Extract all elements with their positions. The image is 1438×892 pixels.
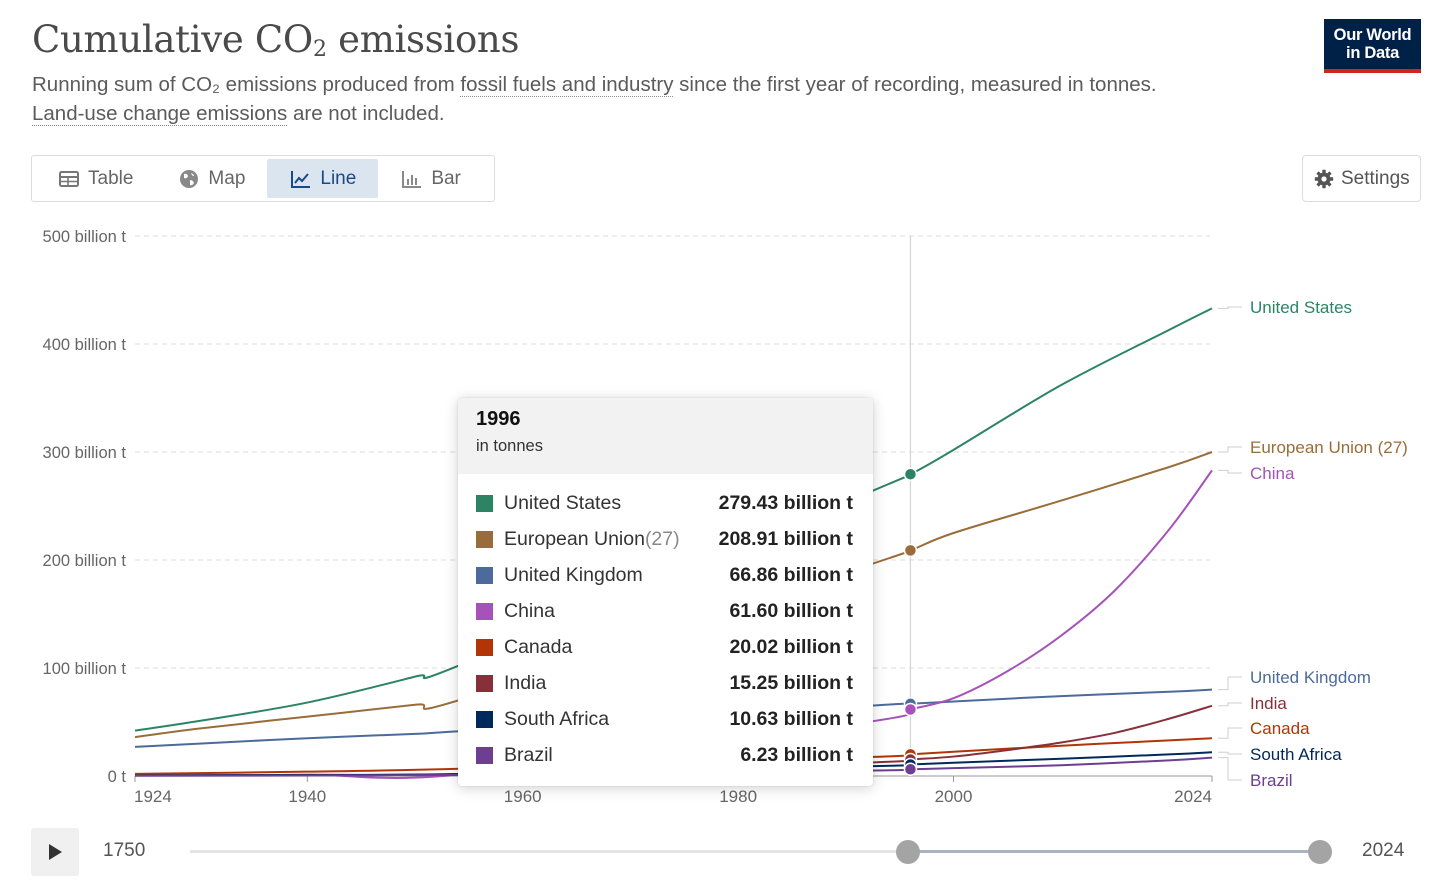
hover-tooltip: 1996 in tonnes United States 279.43 billi… bbox=[458, 398, 873, 786]
tooltip-year: 1996 bbox=[476, 408, 521, 430]
land-use-link[interactable]: Land-use change emissions bbox=[32, 102, 288, 126]
owid-logo[interactable]: Our World in Data bbox=[1324, 19, 1421, 73]
play-button[interactable] bbox=[31, 828, 79, 876]
tooltip-unit: in tonnes bbox=[476, 437, 543, 455]
series-label: European Union (27) bbox=[1250, 438, 1408, 457]
x-tick-label: 2000 bbox=[935, 787, 973, 806]
tooltip-row: India 15.25 billion t bbox=[476, 665, 853, 701]
series-label: China bbox=[1250, 464, 1295, 483]
series-label: Canada bbox=[1250, 719, 1310, 738]
tooltip-row: Brazil 6.23 billion t bbox=[476, 737, 853, 773]
line-chart-icon bbox=[291, 170, 311, 188]
timeline-end-handle[interactable] bbox=[1308, 840, 1332, 864]
tooltip-row: China 61.60 billion t bbox=[476, 593, 853, 629]
timeline-track[interactable] bbox=[190, 850, 1320, 853]
timeline: 1750 2024 bbox=[0, 820, 1438, 890]
chart-subtitle: Running sum of CO₂ emissions produced fr… bbox=[32, 73, 1157, 126]
y-tick-label: 0 t bbox=[108, 768, 127, 786]
settings-button[interactable]: Settings bbox=[1302, 155, 1421, 202]
tab-line[interactable]: Line bbox=[267, 159, 379, 198]
series-label: Brazil bbox=[1250, 771, 1293, 790]
view-tabs: Table Map Line Bar bbox=[31, 155, 495, 202]
legend-swatch bbox=[476, 494, 493, 512]
x-tick-label: 1960 bbox=[504, 787, 542, 806]
x-tick-label: 1980 bbox=[719, 787, 757, 806]
table-icon bbox=[59, 170, 79, 187]
x-tick-label: 1924 bbox=[134, 787, 172, 806]
label-connector bbox=[1218, 306, 1242, 309]
y-tick-label: 500 billion t bbox=[43, 228, 127, 246]
series-label: United Kingdom bbox=[1250, 668, 1371, 687]
legend-swatch bbox=[476, 674, 493, 692]
tab-map[interactable]: Map bbox=[155, 159, 267, 198]
label-connector bbox=[1218, 751, 1242, 755]
chart-title: Cumulative CO2 emissions bbox=[32, 18, 520, 62]
tooltip-row: South Africa 10.63 billion t bbox=[476, 701, 853, 737]
legend-swatch bbox=[476, 566, 493, 584]
label-connector bbox=[1218, 727, 1242, 739]
bar-chart-icon bbox=[402, 170, 422, 188]
series-line-canada bbox=[134, 737, 1213, 775]
timeline-end-label: 2024 bbox=[1362, 840, 1405, 861]
hover-point bbox=[903, 702, 918, 717]
legend-swatch bbox=[476, 638, 493, 656]
legend-swatch bbox=[476, 602, 493, 620]
play-icon bbox=[49, 844, 62, 860]
hover-point bbox=[903, 762, 918, 777]
x-tick-label: 2024 bbox=[1174, 787, 1212, 806]
tab-bar[interactable]: Bar bbox=[378, 159, 483, 198]
timeline-start-label: 1750 bbox=[103, 840, 146, 861]
tab-table[interactable]: Table bbox=[35, 159, 155, 198]
tooltip-row: United Kingdom 66.86 billion t bbox=[476, 557, 853, 593]
hover-point bbox=[903, 467, 918, 481]
x-tick-label: 1940 bbox=[288, 787, 326, 806]
timeline-start-handle[interactable] bbox=[896, 840, 920, 864]
label-connector bbox=[1218, 702, 1242, 707]
globe-icon bbox=[180, 169, 199, 188]
series-label: South Africa bbox=[1250, 745, 1342, 764]
gear-icon bbox=[1314, 169, 1334, 188]
y-tick-label: 300 billion t bbox=[43, 444, 127, 462]
label-connector bbox=[1218, 469, 1242, 474]
label-connector bbox=[1218, 757, 1242, 781]
legend-swatch bbox=[476, 530, 493, 548]
tooltip-row: United States 279.43 billion t bbox=[476, 485, 853, 521]
tooltip-row: European Union (27) 208.91 billion t bbox=[476, 521, 853, 557]
series-label: India bbox=[1250, 694, 1287, 713]
y-tick-label: 100 billion t bbox=[43, 660, 127, 678]
series-label: United States bbox=[1250, 298, 1352, 317]
hover-point bbox=[903, 543, 918, 558]
fossil-fuels-link[interactable]: fossil fuels and industry bbox=[460, 73, 674, 97]
label-connector bbox=[1218, 446, 1242, 453]
timeline-selected-range bbox=[908, 850, 1320, 853]
series-line-brazil bbox=[134, 756, 1213, 777]
tooltip-row: Canada 20.02 billion t bbox=[476, 629, 853, 665]
legend-swatch bbox=[476, 710, 493, 728]
y-tick-label: 400 billion t bbox=[43, 336, 127, 354]
legend-swatch bbox=[476, 746, 493, 764]
label-connector bbox=[1218, 676, 1242, 691]
y-tick-label: 200 billion t bbox=[43, 552, 127, 570]
